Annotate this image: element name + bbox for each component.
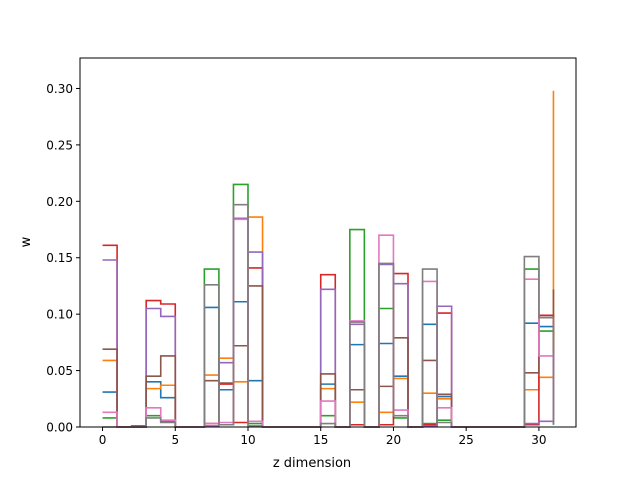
x-tick-label: 30 bbox=[531, 433, 546, 447]
y-tick-label: 0.00 bbox=[46, 421, 73, 435]
y-tick-label: 0.25 bbox=[46, 138, 73, 152]
series-line-6 bbox=[102, 285, 555, 428]
y-ticks: 0.00 0.05 0.10 0.15 0.20 0.25 0.30 bbox=[46, 82, 80, 435]
series-line-2 bbox=[102, 90, 555, 428]
x-tick-label: 5 bbox=[171, 433, 179, 447]
x-tick-label: 15 bbox=[313, 433, 328, 447]
axes-frame bbox=[79, 57, 577, 428]
y-tick-label: 0.15 bbox=[46, 251, 73, 265]
series-line-5 bbox=[102, 217, 555, 428]
y-tick-label: 0.20 bbox=[46, 195, 73, 209]
series-line-1 bbox=[102, 300, 555, 428]
x-ticks: 0 5 10 15 20 25 30 bbox=[99, 427, 547, 447]
x-tick-label: 25 bbox=[459, 433, 474, 447]
series-line-7 bbox=[102, 218, 555, 428]
y-tick-label: 0.05 bbox=[46, 364, 73, 378]
x-tick-label: 10 bbox=[240, 433, 255, 447]
series-line-4 bbox=[102, 244, 555, 428]
x-tick-label: 20 bbox=[386, 433, 401, 447]
y-axis-label: w bbox=[19, 236, 34, 247]
series-line-3 bbox=[102, 183, 555, 428]
x-tick-label: 0 bbox=[99, 433, 107, 447]
series-layer bbox=[102, 90, 555, 428]
plot-frame bbox=[79, 57, 577, 428]
y-tick-label: 0.10 bbox=[46, 308, 73, 322]
y-tick-label: 0.30 bbox=[46, 82, 73, 96]
x-axis-label: z dimension bbox=[273, 456, 351, 471]
